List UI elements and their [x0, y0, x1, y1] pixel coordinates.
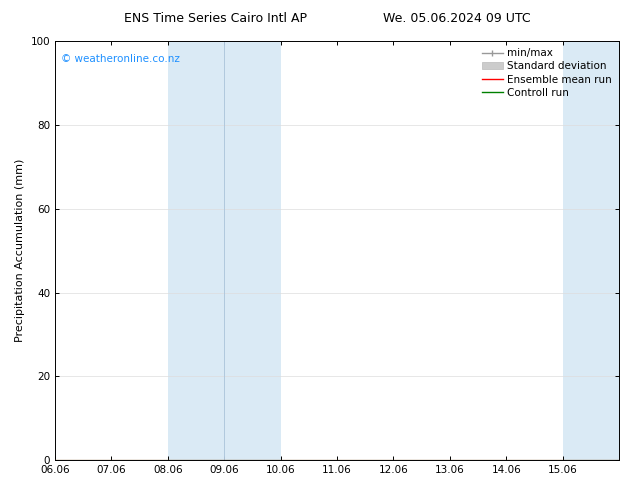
Text: We. 05.06.2024 09 UTC: We. 05.06.2024 09 UTC: [383, 12, 530, 25]
Text: ENS Time Series Cairo Intl AP: ENS Time Series Cairo Intl AP: [124, 12, 307, 25]
Bar: [562, 41, 619, 460]
Bar: [168, 41, 281, 460]
Y-axis label: Precipitation Accumulation (mm): Precipitation Accumulation (mm): [15, 159, 25, 343]
Text: © weatheronline.co.nz: © weatheronline.co.nz: [61, 53, 179, 64]
Legend: min/max, Standard deviation, Ensemble mean run, Controll run: min/max, Standard deviation, Ensemble me…: [478, 44, 616, 102]
